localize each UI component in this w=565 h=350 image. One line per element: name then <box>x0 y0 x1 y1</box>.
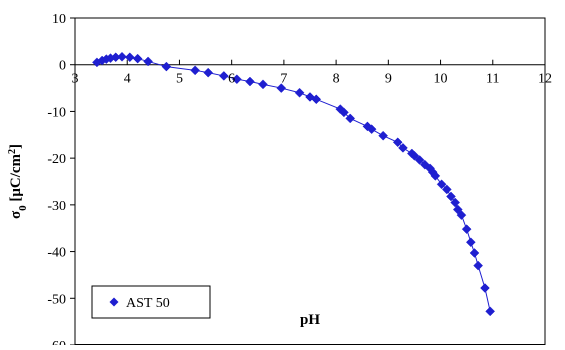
x-tick-label: 9 <box>385 72 392 87</box>
data-point <box>339 107 349 118</box>
data-point <box>366 124 377 135</box>
x-axis-title: pH <box>300 312 320 328</box>
y-tick-label: -60 <box>47 339 66 345</box>
data-point <box>436 179 447 190</box>
data-point <box>392 137 403 148</box>
y-axis-title-symbol: σ <box>8 210 24 219</box>
data-point <box>409 150 420 161</box>
data-point <box>294 87 305 98</box>
data-point <box>465 237 476 248</box>
data-point <box>473 260 484 271</box>
data-point <box>203 67 214 78</box>
x-tick-label: 12 <box>538 72 552 87</box>
y-tick-label: -10 <box>47 105 66 120</box>
data-point <box>161 61 172 72</box>
data-point <box>450 197 461 208</box>
y-tick-label: -40 <box>47 246 66 261</box>
data-point <box>378 130 388 141</box>
data-point <box>398 143 408 153</box>
data-point <box>245 76 255 87</box>
data-point <box>485 306 496 317</box>
data-point <box>124 52 135 63</box>
y-tick-label: -20 <box>47 152 66 167</box>
y-tick-label: -30 <box>47 199 66 214</box>
y-axis-title-subscript: 0 <box>17 205 29 211</box>
y-tick-label: 0 <box>59 59 66 74</box>
data-point <box>480 283 490 293</box>
data-point <box>461 224 472 235</box>
data-point <box>132 53 143 64</box>
x-tick-label: 6 <box>228 72 235 87</box>
data-point <box>469 248 480 258</box>
x-tick-label: 4 <box>124 72 131 87</box>
x-tick-label: 8 <box>333 72 340 87</box>
legend: AST 50 <box>91 285 211 319</box>
data-point <box>420 159 430 170</box>
data-point <box>430 171 441 181</box>
data-point <box>232 74 242 85</box>
x-tick-label: 11 <box>486 72 499 87</box>
x-tick-label: 7 <box>280 72 287 87</box>
data-point <box>441 184 452 195</box>
x-tick-label: 5 <box>176 72 183 87</box>
data-point <box>446 191 456 202</box>
legend-label: AST 50 <box>126 296 170 311</box>
series-line <box>96 56 491 312</box>
data-point <box>311 94 322 105</box>
data-point <box>143 56 153 67</box>
series-ast-50 <box>92 51 496 317</box>
y-axis-title-unit-superscript: 2 <box>7 149 18 154</box>
x-tick-label: 10 <box>434 72 448 87</box>
data-point <box>218 71 229 81</box>
y-axis-title-unit-open: [μC/cm <box>8 153 24 205</box>
y-tick-label: -50 <box>47 292 66 307</box>
data-point <box>414 155 425 165</box>
y-axis-title: σ0 [μC/cm2] <box>7 144 30 219</box>
data-point <box>456 210 467 220</box>
data-point <box>335 104 346 114</box>
data-point <box>276 83 287 93</box>
x-tick-label: 3 <box>72 72 79 87</box>
y-axis-title-unit-close: ] <box>8 144 24 149</box>
data-point <box>117 51 127 62</box>
data-point <box>345 113 356 124</box>
legend-marker-diamond <box>109 297 119 307</box>
data-point <box>258 79 268 90</box>
data-point <box>190 65 200 76</box>
y-tick-label: 10 <box>52 12 66 27</box>
